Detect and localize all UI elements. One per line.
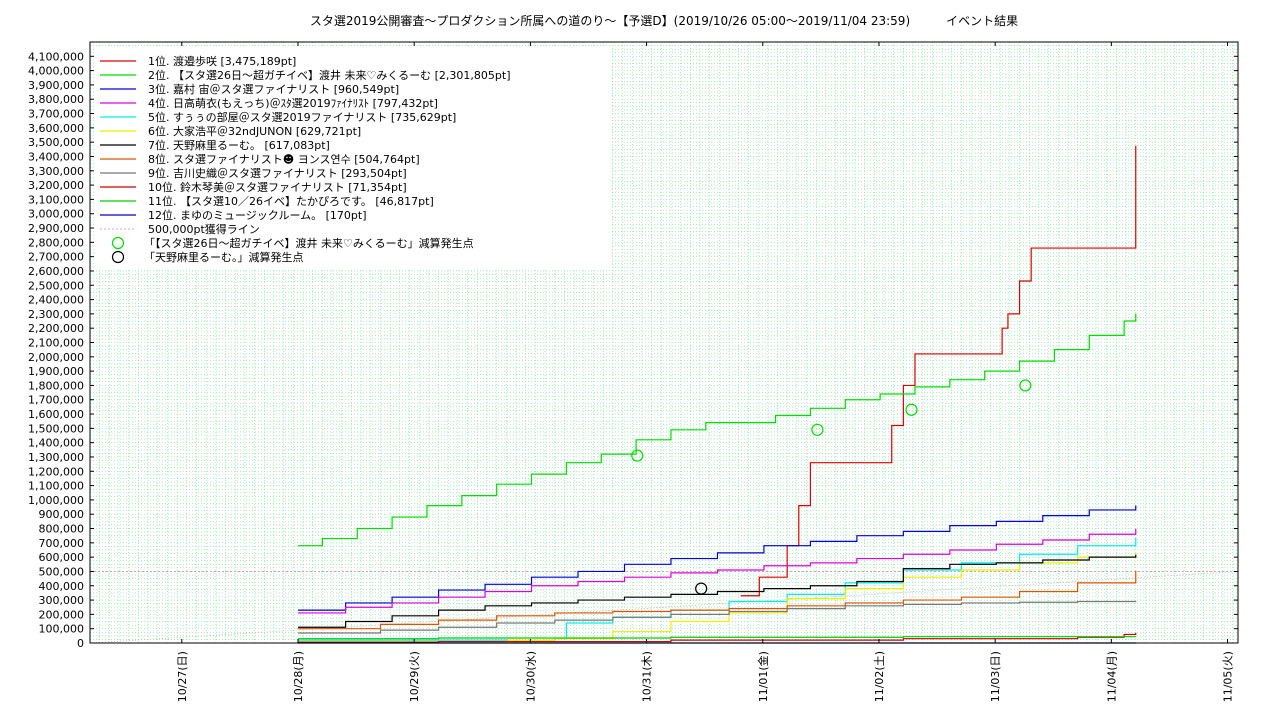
y-tick-label: 1,600,000 [28, 408, 84, 421]
y-tick-label: 800,000 [39, 523, 85, 536]
y-tick-label: 1,100,000 [28, 480, 84, 493]
x-tick-label: 10/28(月) [292, 651, 305, 702]
legend-label: 6位. 大家浩平＠32ndJUNON [629,721pt] [148, 124, 361, 138]
x-tick-label: 10/29(火) [408, 651, 421, 702]
legend-box [94, 46, 610, 270]
y-tick-label: 300,000 [39, 594, 85, 607]
series-line-3 [297, 505, 1137, 611]
y-tick-label: 100,000 [39, 623, 85, 636]
chart-title: スタ選2019公開審査～プロダクション所属への道のり～【予選D】(2019/10… [310, 13, 1018, 28]
legend-label: 5位. すぅぅの部屋＠スタ選2019ファイナリスト [735,629pt] [148, 110, 456, 124]
y-tick-label: 200,000 [39, 608, 85, 621]
legend-label: 4位. 日高萌衣(もえっち)＠ｽﾀ選2019ﾌｧｲﾅﾘｽﾄ [797,432pt… [148, 96, 438, 110]
y-tick-label: 1,800,000 [28, 379, 84, 392]
y-tick-label: 600,000 [39, 551, 85, 564]
y-tick-label: 700,000 [39, 537, 85, 550]
marker-1-point [1019, 379, 1032, 392]
legend-label: 8位. スタ選ファイナリスト☻ ヨンス연수 [504,764pt] [148, 152, 420, 166]
y-tick-label: 500,000 [39, 565, 85, 578]
marker-1-point [905, 403, 918, 416]
series-line-1 [740, 145, 1137, 597]
legend-label: 2位. 【スタ選26日～超ガチイベ】渡井 未来♡みくるーむ [2,301,805… [148, 68, 510, 82]
marker-1-point [631, 449, 644, 462]
y-tick-label: 3,100,000 [28, 193, 84, 206]
y-tick-label: 2,800,000 [28, 236, 84, 249]
grid-layer [89, 41, 1238, 644]
legend-label-reference: 500,000pt獲得ライン [148, 223, 260, 236]
y-tick-label: 3,500,000 [28, 136, 84, 149]
legend: 1位. 渡邉歩咲 [3,475,189pt]2位. 【スタ選26日～超ガチイベ】… [94, 46, 610, 270]
y-tick-label: 1,400,000 [28, 437, 84, 450]
legend-label: 11位. 【スタ選10／26イベ】たかぴろです。 [46,817pt] [148, 194, 434, 208]
reference-line-layer [89, 570, 1239, 644]
y-tick-label: 2,600,000 [28, 265, 84, 278]
y-tick-label: 3,700,000 [28, 108, 84, 121]
y-tick-label: 1,200,000 [28, 465, 84, 478]
y-tick-label: 0 [77, 637, 84, 650]
y-tick-label: 2,900,000 [28, 222, 84, 235]
legend-label: 3位. 嘉村 宙＠スタ選ファイナリスト [960,549pt] [148, 82, 399, 96]
x-tick-label: 11/01(金) [756, 651, 770, 702]
series-line-11 [297, 636, 1137, 640]
y-tick-label: 1,000,000 [28, 494, 84, 507]
y-tick-label: 4,100,000 [28, 50, 84, 63]
y-tick-label: 2,300,000 [28, 308, 84, 321]
series-line-4 [297, 528, 1137, 614]
legend-label-marker: 「【スタ選26日～超ガチイベ】渡井 未来♡みくるーむ」減算発生点 [144, 236, 474, 250]
x-tick-label: 11/03(日) [989, 651, 1002, 702]
legend-label: 7位. 天野麻里るーむ。 [617,083pt] [148, 138, 330, 152]
y-tick-label: 400,000 [39, 580, 85, 593]
x-axis: 10/27(日) 10/28(月) 10/29(火) 10/30(水) 10/31(木)… [176, 42, 1235, 702]
y-tick-label: 2,100,000 [28, 337, 84, 350]
y-tick-label: 1,300,000 [28, 451, 84, 464]
y-tick-label: 2,500,000 [28, 279, 84, 292]
y-tick-label: 2,000,000 [28, 351, 84, 364]
x-tick-label: 10/31(木) [641, 651, 654, 702]
x-tick-label: 11/02(土) [873, 651, 886, 702]
series-line-9 [297, 600, 1137, 634]
marker-layer [631, 379, 1032, 595]
legend-marker-swatch [111, 250, 125, 264]
x-tick-label: 10/27(日) [176, 651, 189, 702]
series-line-2 [297, 313, 1137, 547]
y-tick-label: 3,600,000 [28, 122, 84, 135]
legend-label: 9位. 吉川史織＠スタ選ファイナリスト [293,504pt] [148, 166, 407, 180]
legend-label: 1位. 渡邉歩咲 [3,475,189pt] [148, 54, 296, 68]
series-line-7 [297, 554, 1137, 628]
y-tick-label: 2,400,000 [28, 294, 84, 307]
x-tick-label: 10/30(水) [524, 651, 537, 702]
series-line-8 [297, 570, 1137, 630]
legend-label-marker: 「天野麻里るーむ。」減算発生点 [144, 250, 304, 264]
legend-label: 10位. 鈴木琴美＠スタ選ファイナリスト [71,354pt] [148, 180, 407, 194]
y-tick-label: 3,900,000 [28, 79, 84, 92]
x-tick-label: 11/05(火) [1222, 651, 1235, 702]
y-tick-label: 2,200,000 [28, 322, 84, 335]
y-tick-label: 3,000,000 [28, 208, 84, 221]
legend-marker-swatch [111, 236, 125, 250]
legend-label: 12位. まゆのミュージックルーム。 [170pt] [148, 208, 366, 222]
series-line-5 [297, 537, 1137, 641]
y-tick-label: 1,700,000 [28, 394, 84, 407]
series-line-10 [297, 632, 1137, 643]
y-tick-label: 4,000,000 [28, 65, 84, 78]
y-tick-label: 2,700,000 [28, 251, 84, 264]
y-tick-label: 1,500,000 [28, 422, 84, 435]
marker-2-point [695, 582, 708, 595]
y-tick-label: 900,000 [39, 508, 85, 521]
y-tick-label: 3,400,000 [28, 150, 84, 163]
y-tick-label: 1,900,000 [28, 365, 84, 378]
y-tick-label: 3,200,000 [28, 179, 84, 192]
marker-1-point [811, 423, 824, 436]
y-tick-label: 3,800,000 [28, 93, 84, 106]
y-tick-label: 3,300,000 [28, 165, 84, 178]
x-tick-label: 11/04(月) [1105, 651, 1118, 702]
